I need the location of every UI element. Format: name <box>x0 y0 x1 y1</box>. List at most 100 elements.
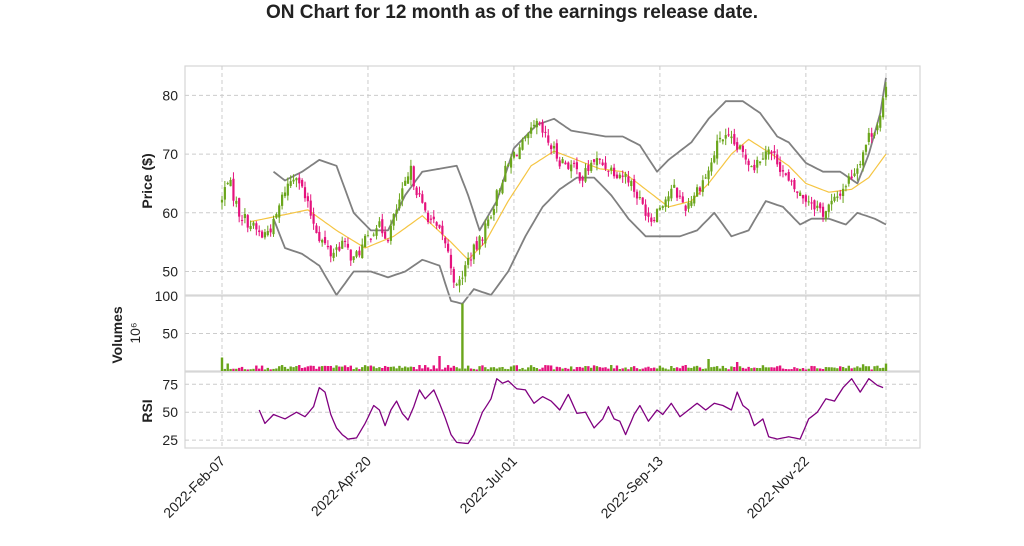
volume-bar <box>555 366 559 371</box>
candle-body <box>590 162 593 171</box>
candle-body <box>810 202 813 204</box>
candle-body <box>232 178 235 201</box>
volume-bar <box>864 366 868 371</box>
volume-bar <box>724 368 727 371</box>
volume-bar <box>486 369 490 371</box>
volume-bar <box>744 368 747 371</box>
candle-body <box>564 162 567 165</box>
candle-body <box>229 180 232 187</box>
volume-bar <box>349 365 352 371</box>
candle-body <box>283 192 287 197</box>
volume-bar <box>741 367 745 371</box>
volume-bar <box>678 368 682 371</box>
candle-body <box>592 159 596 162</box>
price-grid <box>185 66 920 295</box>
candle-body <box>850 176 853 179</box>
y-tick-label: 25 <box>162 432 178 448</box>
candle-body <box>518 147 521 160</box>
volume-bar <box>406 367 410 371</box>
candle-body <box>779 161 782 172</box>
volume-bar <box>747 366 750 371</box>
candle-body <box>604 162 607 169</box>
price-y-label: Price ($) <box>139 153 155 208</box>
volume-bar <box>824 367 828 371</box>
volume-bar <box>870 369 873 371</box>
candle-body <box>816 205 819 208</box>
candle-body <box>552 145 556 149</box>
volume-bar <box>790 369 793 371</box>
volume-bar <box>807 368 810 371</box>
volume-grid <box>185 296 920 371</box>
volume-bar <box>286 368 290 371</box>
candle-body <box>853 173 856 176</box>
volume-bar <box>461 303 464 371</box>
volume-bar <box>701 368 705 371</box>
volume-bar <box>226 363 229 371</box>
volume-bar <box>841 366 845 371</box>
candle-body <box>507 164 510 167</box>
volume-bar <box>409 366 413 371</box>
candle-body <box>524 135 527 139</box>
volume-bar <box>220 357 224 371</box>
candle-body <box>547 135 550 143</box>
candle-body <box>318 231 321 241</box>
volume-bar <box>552 369 556 371</box>
candle-body <box>321 240 324 243</box>
candle-body <box>781 170 785 172</box>
volume-bar <box>833 367 836 371</box>
volume-bar <box>607 368 610 371</box>
volume-bar <box>684 365 687 371</box>
volume-bar <box>249 369 252 371</box>
volume-bar <box>544 365 547 371</box>
candle-body <box>767 149 770 155</box>
volume-bar <box>329 365 332 371</box>
volume-bar <box>495 368 498 371</box>
volume-bar <box>595 366 599 371</box>
candle-body <box>275 214 278 218</box>
candle-body <box>824 211 827 219</box>
volume-bar <box>243 369 247 371</box>
candle-body <box>384 231 387 239</box>
volume-bar <box>572 369 576 371</box>
volume-bar <box>661 367 664 371</box>
candle-body <box>375 228 378 236</box>
candle-body <box>575 162 578 170</box>
volume-bar <box>713 366 716 371</box>
volume-bar <box>804 369 808 371</box>
volume-bar <box>818 368 822 371</box>
candle-body <box>266 231 269 236</box>
candle-body <box>756 159 759 168</box>
candle-body <box>475 241 478 250</box>
volume-bar <box>561 368 564 371</box>
volume-bar <box>839 366 842 371</box>
volume-bar <box>538 369 541 371</box>
volume-bar <box>378 367 381 371</box>
volume-bar <box>738 366 742 371</box>
candle-body <box>489 217 493 219</box>
candle-body <box>386 239 390 242</box>
candle-body <box>286 183 289 196</box>
volume-bar <box>612 368 616 371</box>
volume-bar <box>581 367 584 371</box>
volume-bar <box>718 368 722 371</box>
candle-body <box>398 199 401 209</box>
volume-bar <box>770 367 773 371</box>
candle-body <box>790 180 793 182</box>
volume-bar <box>515 365 518 371</box>
volume-bar <box>398 365 401 371</box>
candle-body <box>303 187 307 199</box>
candle-body <box>435 222 438 226</box>
volume-bar <box>715 366 719 371</box>
volume-bar <box>844 368 848 371</box>
volume-bar <box>761 365 765 371</box>
volume-bar <box>498 367 501 371</box>
candle-body <box>587 165 590 172</box>
volume-bar <box>326 366 330 371</box>
volume-bar <box>847 365 850 371</box>
candle-body <box>289 181 292 186</box>
volume-bar <box>389 366 393 371</box>
volume-bar <box>240 366 244 371</box>
candle-body <box>281 194 284 206</box>
candle-body <box>613 167 616 177</box>
candlesticks <box>220 81 888 293</box>
